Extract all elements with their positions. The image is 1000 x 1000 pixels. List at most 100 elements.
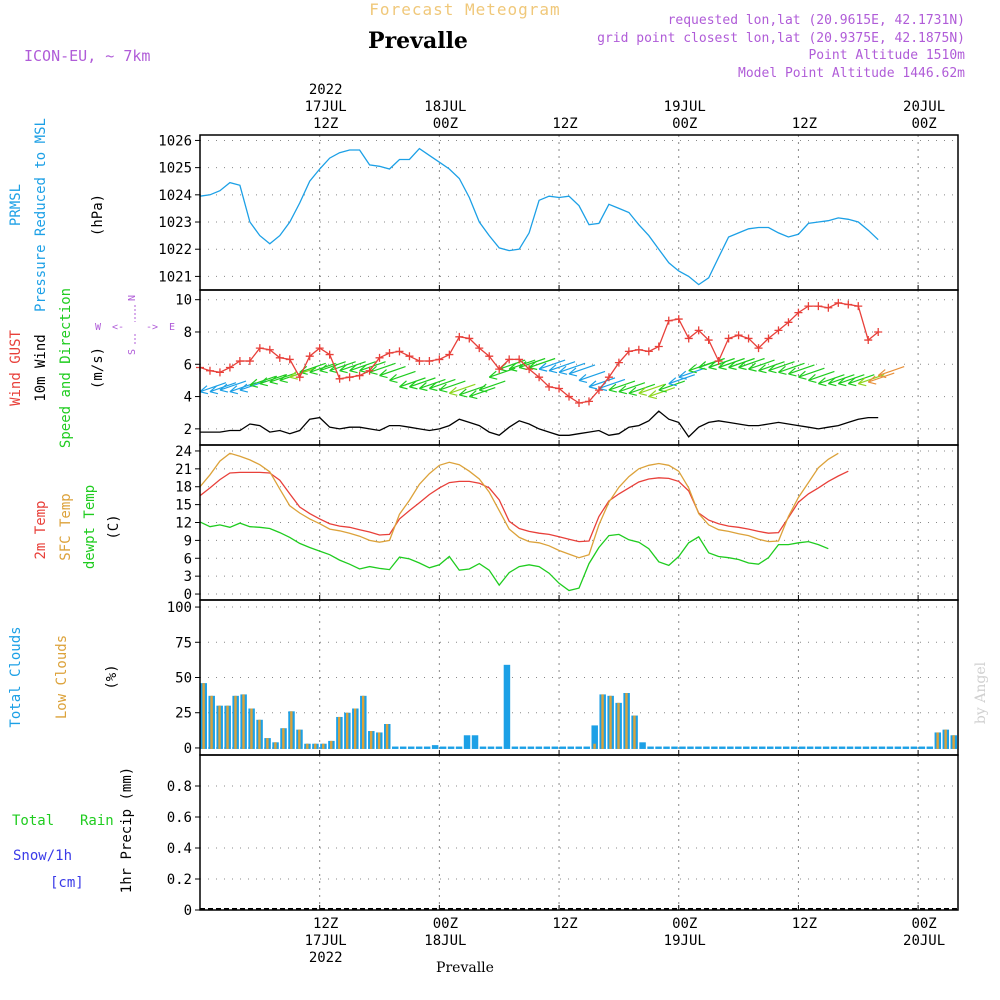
- pressure-y-tick-label: 1022: [158, 242, 192, 258]
- bottom-time-label: 19JUL: [664, 933, 706, 949]
- wind-arrow: [439, 380, 466, 391]
- precip-y-tick-label: 0.6: [167, 810, 192, 826]
- wind-arrow-head: [548, 364, 558, 374]
- total-clouds-bar: [647, 746, 654, 749]
- clouds-y-tick-label: 100: [167, 600, 192, 616]
- series-line-10m-wind: [200, 410, 879, 438]
- total-clouds-bar: [407, 746, 415, 749]
- wind-arrow: [299, 362, 326, 373]
- gust-marker: [594, 386, 603, 395]
- wind-arrow-head: [438, 383, 448, 393]
- gust-marker: [265, 345, 274, 354]
- wind-arrow-head: [488, 370, 498, 380]
- wind-arrow: [868, 372, 895, 383]
- wind-arrow: [598, 378, 626, 390]
- requested-coords: requested lon,lat (20.9615E, 42.1731N): [668, 13, 965, 28]
- total-clouds-bar: [559, 746, 567, 749]
- wind-arrow-head: [588, 380, 598, 390]
- total-clouds-bar: [759, 746, 766, 749]
- wind-arrow: [538, 359, 566, 370]
- total-clouds-bar: [567, 746, 575, 749]
- wind-arrow: [349, 361, 376, 372]
- gust-marker: [355, 371, 364, 380]
- total-clouds-bar: [854, 746, 862, 749]
- total-clouds-bar: [519, 746, 527, 749]
- low-clouds-bar: [234, 695, 237, 749]
- clouds-frame: [199, 599, 959, 756]
- wind-arrow: [698, 357, 725, 369]
- gust-marker: [535, 373, 544, 382]
- total-clouds-bar: [894, 746, 902, 749]
- gust-marker: [495, 365, 504, 374]
- gust-marker: [864, 336, 873, 345]
- wind-arrow-head: [688, 364, 697, 374]
- temp-dewpt-label: dewpt Temp: [82, 485, 98, 569]
- gust-marker: [435, 355, 444, 364]
- bottom-time-label: 00Z: [672, 916, 697, 932]
- pressure-label-name: Pressure Reduced to MSL: [33, 118, 49, 312]
- compass-arrow-left: <-: [112, 322, 124, 333]
- gust-marker: [684, 334, 693, 343]
- gust-marker: [475, 344, 484, 353]
- gust-marker: [485, 352, 494, 361]
- wind-gust-label: Wind GUST: [8, 330, 24, 406]
- total-clouds-bar: [543, 746, 551, 749]
- gust-marker: [235, 357, 244, 366]
- low-clouds-bar: [593, 743, 596, 749]
- wind-arrow: [658, 380, 685, 391]
- low-clouds-bar: [306, 743, 309, 749]
- gust-marker: [275, 353, 284, 362]
- temp-y-tick-label: 3: [184, 569, 192, 585]
- wind-arrow-head: [379, 369, 388, 379]
- wind-arrow-head: [808, 373, 817, 383]
- wind-arrow-head: [678, 370, 687, 380]
- wind-arrow-head: [319, 364, 328, 374]
- low-clouds-bar: [266, 738, 269, 749]
- total-clouds-bar: [687, 746, 694, 749]
- low-clouds-bar: [330, 740, 333, 749]
- wind-arrow: [738, 357, 765, 369]
- wind-arrow-head: [478, 383, 488, 393]
- total-clouds-bar: [431, 745, 439, 749]
- total-clouds-bar: [822, 746, 830, 749]
- wind-arrow-head: [758, 364, 767, 374]
- wind-arrow: [369, 362, 396, 373]
- wind-arrow: [528, 357, 556, 369]
- temp-y-tick-label: 12: [175, 516, 192, 532]
- bottom-time-label: 2022: [309, 950, 343, 966]
- wind-arrow-head: [728, 361, 737, 371]
- low-clouds-bar: [258, 719, 261, 749]
- wind-arrow-head: [528, 361, 538, 371]
- total-clouds-bar: [878, 746, 886, 749]
- wind-y-tick-label: 6: [184, 357, 192, 373]
- series-line-2m-temp: [200, 470, 849, 543]
- total-clouds-bar: [703, 746, 710, 749]
- top-time-label: 20JUL: [903, 99, 945, 115]
- clouds-y-tick-label: 75: [175, 635, 192, 651]
- top-time-label: 17JUL: [305, 99, 347, 115]
- top-time-label: 2022: [309, 82, 343, 98]
- gust-marker: [874, 327, 883, 336]
- precip-y-tick-label: 0.8: [167, 779, 192, 795]
- gust-marker: [834, 298, 843, 307]
- wind-arrow: [419, 378, 446, 390]
- low-clouds-bar: [202, 683, 205, 749]
- wind-arrow: [319, 361, 346, 372]
- temp-y-tick-label: 9: [184, 533, 192, 549]
- grid-point-coords: grid point closest lon,lat (20.9375E, 42…: [597, 31, 965, 46]
- low-clouds-bar: [361, 695, 365, 749]
- total-clouds-bar: [774, 746, 782, 749]
- total-clouds-bar: [447, 746, 455, 749]
- clouds-panel: 0 25 50 75 100: [167, 599, 959, 757]
- total-clouds-bar: [830, 746, 838, 749]
- total-clouds-bar: [886, 746, 894, 749]
- wind-arrow: [558, 362, 586, 373]
- gust-marker: [724, 334, 733, 343]
- wind-arrow-head: [658, 383, 667, 393]
- precip-rain-label: Rain: [80, 813, 114, 829]
- wind-arrow-head: [458, 388, 468, 398]
- bottom-time-label: 20JUL: [903, 933, 945, 949]
- gust-marker: [784, 318, 793, 327]
- wind-arrow-head: [538, 362, 548, 372]
- wind-arrow-head: [817, 377, 827, 387]
